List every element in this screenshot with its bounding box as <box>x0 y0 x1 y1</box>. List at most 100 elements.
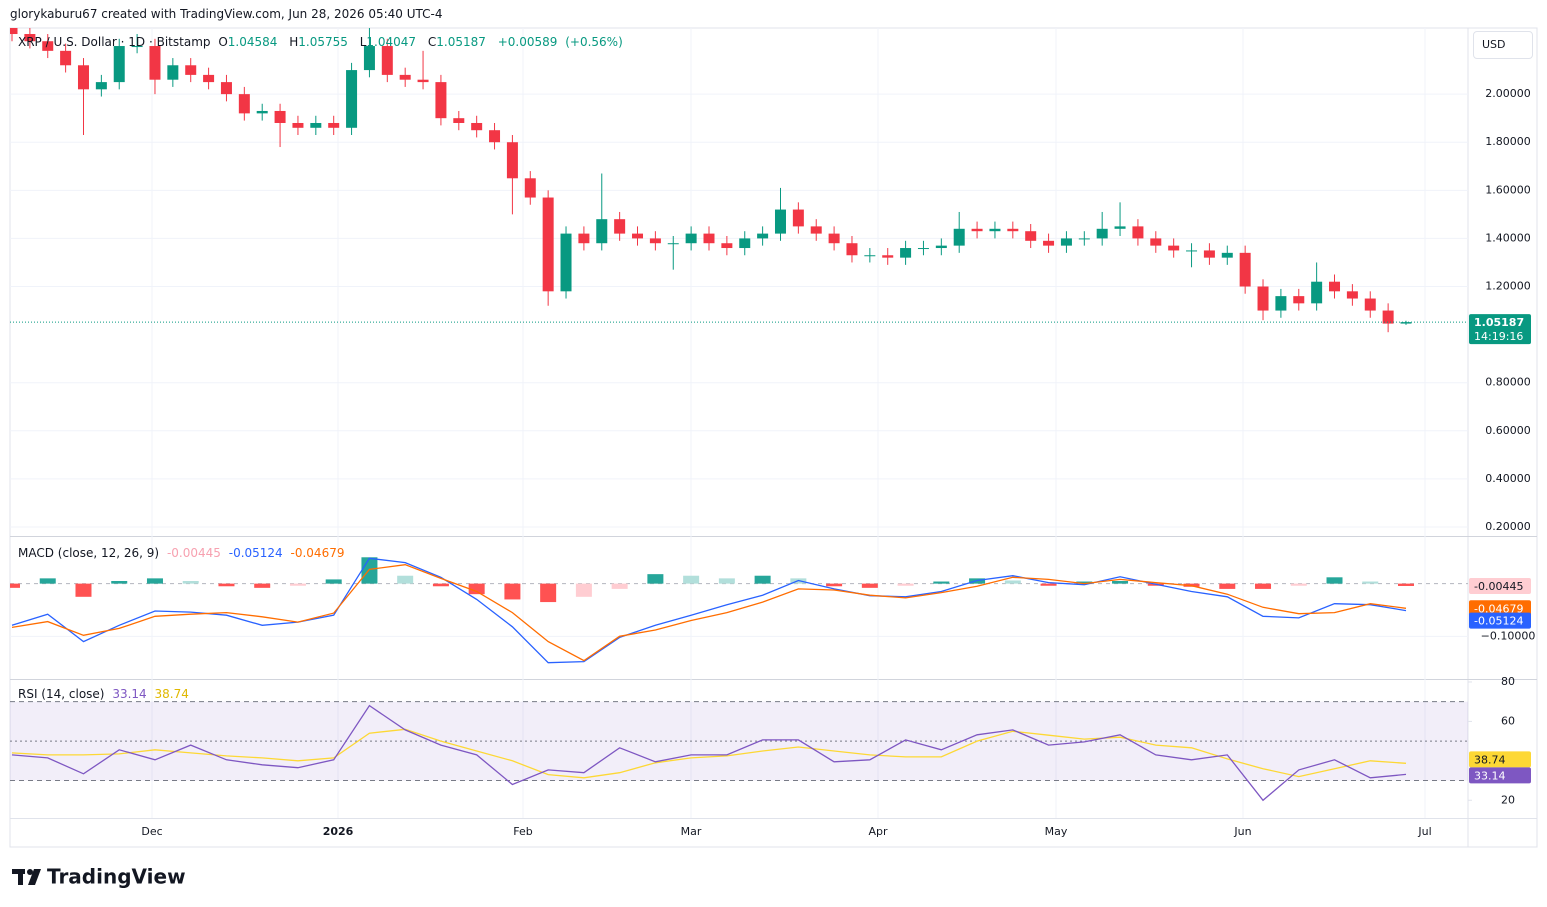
candle-body <box>453 118 465 123</box>
histogram-bar <box>1362 581 1379 584</box>
ohlc: H1.05755 <box>289 35 352 49</box>
candle-body <box>524 178 536 198</box>
candle-body <box>1382 310 1394 324</box>
histogram-bar <box>75 583 92 597</box>
tradingview-logo <box>12 869 41 885</box>
candle-body <box>203 74 215 83</box>
y-tick-label: 2.00000 <box>1485 87 1531 100</box>
y-tick-label: 60 <box>1501 714 1515 727</box>
candle-body <box>24 34 36 42</box>
histogram-bar <box>504 583 521 600</box>
histogram-bar <box>182 580 199 584</box>
x-tick-label: May <box>1045 825 1068 838</box>
x-tick-label: Mar <box>681 825 702 838</box>
histogram-bar <box>1255 583 1272 589</box>
y-tick-label: 0.20000 <box>1485 520 1531 533</box>
signal-value: -0.04679 <box>290 546 345 560</box>
candle-body <box>399 74 411 80</box>
ohlc: C1.05187 <box>428 35 490 49</box>
candle-body <box>667 243 679 245</box>
histogram-bar <box>861 583 878 588</box>
rsi-value: 33.14 <box>112 687 147 701</box>
prefix: C <box>427 35 437 49</box>
candle-body <box>971 228 983 232</box>
candle-body <box>363 46 375 71</box>
open-value: 1.04584 <box>227 35 278 49</box>
x-tick-label: Dec <box>141 825 162 838</box>
macd-badge: -0.05124 <box>1474 615 1523 628</box>
candle-body <box>560 233 572 292</box>
histogram-bar <box>10 583 20 588</box>
histogram-bar <box>1398 583 1414 586</box>
candle-body <box>60 50 72 66</box>
histogram-bar <box>1219 583 1236 589</box>
candle-body <box>292 122 304 128</box>
y-tick-label: 20 <box>1501 793 1515 806</box>
macd-value: -0.05124 <box>228 546 283 560</box>
candle-body <box>1043 240 1055 246</box>
candle-body <box>1096 228 1108 239</box>
histogram-bar <box>897 583 914 586</box>
x-tick-label: Jul <box>1417 825 1431 838</box>
histogram-bar <box>468 583 485 595</box>
histogram-bar <box>111 580 128 584</box>
macd-title: MACD (close, 12, 26, 9) <box>18 546 160 560</box>
candle-body <box>1257 286 1269 311</box>
signal-badge-bg <box>1469 600 1531 617</box>
symbol: XRP / U.S. Dollar · 1D · Bitstamp <box>18 35 211 49</box>
y-tick-label: 0.60000 <box>1485 424 1531 437</box>
candle-body <box>274 110 286 123</box>
candle-body <box>1186 250 1198 252</box>
hist-badge: -0.00445 <box>1474 580 1523 593</box>
candle-body <box>417 79 429 83</box>
histogram-bar <box>1290 583 1307 586</box>
histogram-bar <box>647 574 664 584</box>
histogram-bar <box>611 583 628 589</box>
price-legend: XRP / U.S. Dollar · 1D · Bitstamp O1.045… <box>18 35 627 49</box>
histogram-bar <box>1112 580 1129 584</box>
candle-body <box>989 228 1001 232</box>
candle-body <box>882 255 894 258</box>
histogram-bar <box>397 575 414 584</box>
histogram-bar <box>718 578 735 584</box>
candle-body <box>864 255 876 257</box>
candle-body <box>721 243 733 249</box>
candle-body <box>256 110 268 114</box>
candle-body <box>346 70 358 128</box>
x-tick-label: Apr <box>868 825 888 838</box>
countdown: 14:19:16 <box>1474 330 1523 343</box>
macd-line <box>11 557 1407 664</box>
credit: glorykaburu67 created with TradingView.c… <box>10 7 443 21</box>
candle-body <box>792 209 804 227</box>
candle-body <box>1364 298 1376 311</box>
hist-value: -0.00445 <box>166 546 221 560</box>
histogram-bar <box>361 557 378 584</box>
rsi-legend: RSI (14, close) 33.14 38.74 <box>18 687 193 701</box>
y-tick-label: 1.40000 <box>1485 231 1531 244</box>
prefix: L <box>359 35 367 49</box>
histogram-bar <box>540 583 557 603</box>
histogram-bar <box>218 583 235 587</box>
candle-body <box>489 130 501 143</box>
rsi-badge-bg <box>1469 767 1531 784</box>
candle-body <box>1114 226 1126 229</box>
candle-body <box>381 46 393 75</box>
macd-legend: MACD (close, 12, 26, 9) -0.00445 -0.0512… <box>18 546 348 560</box>
candle-body <box>1221 252 1233 258</box>
low-value: 1.04047 <box>366 35 417 49</box>
candle-body <box>238 94 250 114</box>
candle-body <box>149 46 161 80</box>
y-tick-label: 1.60000 <box>1485 183 1531 196</box>
candle-body <box>1293 296 1305 304</box>
ohlc: L1.04047 <box>360 35 420 49</box>
rsi-band <box>10 701 1468 781</box>
candle-body <box>1132 226 1144 239</box>
macd-badge-bg <box>1469 612 1531 629</box>
rsi-ma-badge: 38.74 <box>1474 753 1506 766</box>
candle-body <box>42 41 54 51</box>
high-value: 1.05755 <box>298 35 348 49</box>
histogram-bar <box>146 578 163 584</box>
candle-body <box>1239 252 1251 287</box>
currency-button[interactable]: USD <box>1473 31 1533 59</box>
